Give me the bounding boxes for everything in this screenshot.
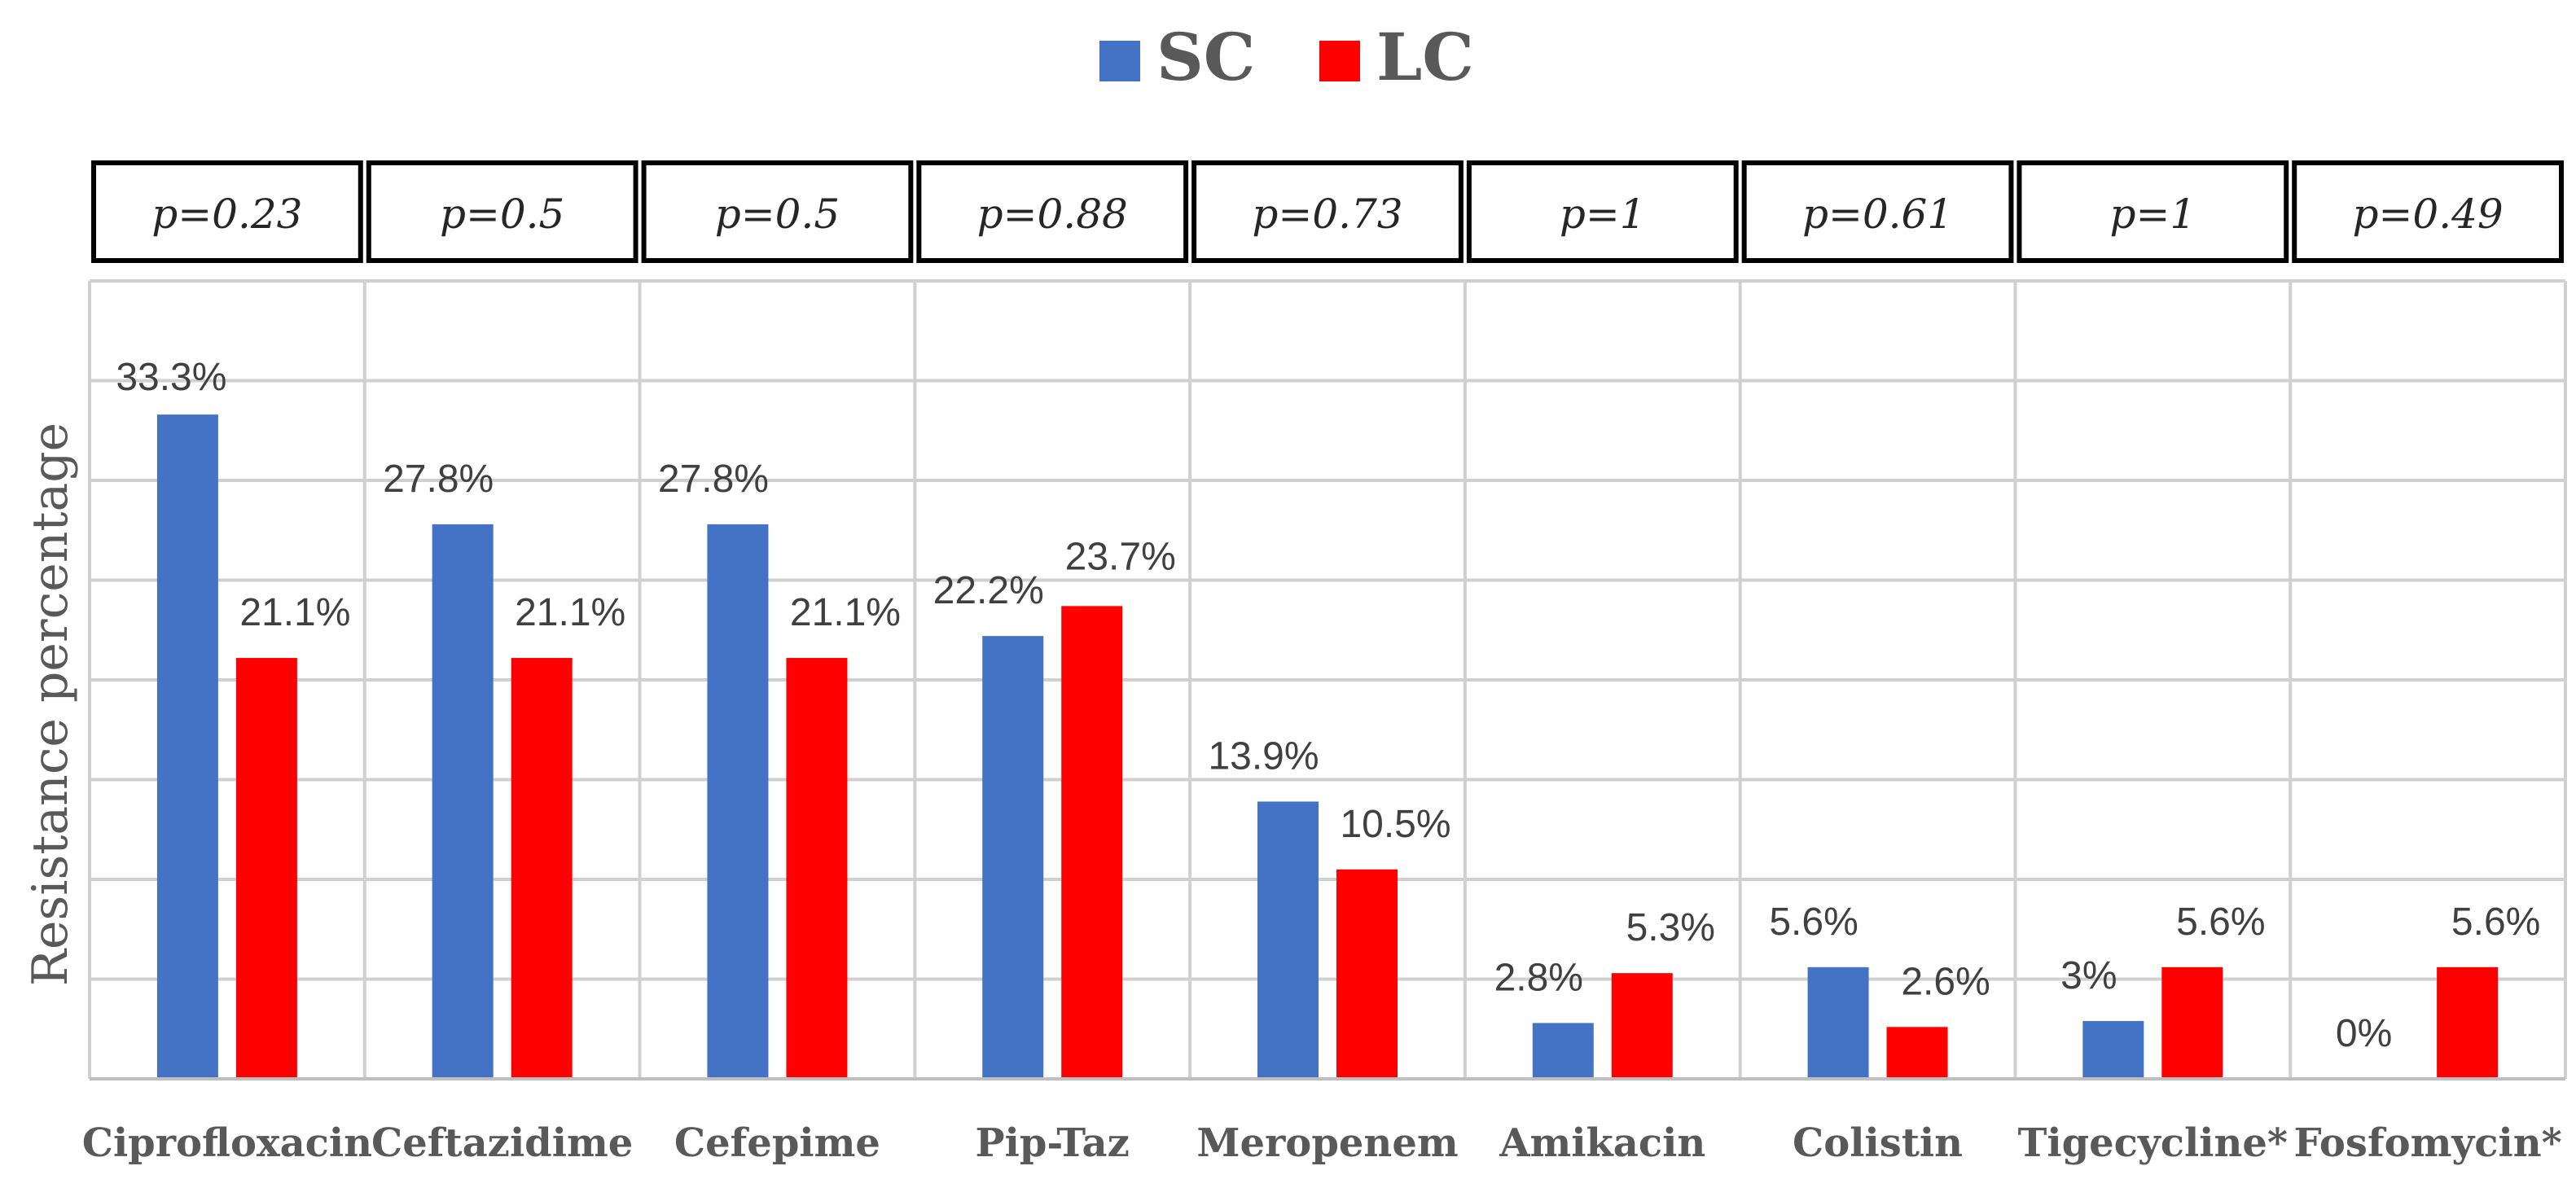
bar-lc	[1061, 606, 1123, 1079]
bar-sc	[432, 524, 494, 1079]
data-label-lc: 10.5%	[1340, 803, 1450, 846]
data-label-lc: 21.1%	[515, 591, 625, 634]
data-label-lc: 5.6%	[2451, 901, 2540, 944]
bar-lc	[786, 658, 848, 1079]
x-tick-label: Colistin	[1793, 1120, 1963, 1166]
x-tick-label: Pip-Taz	[976, 1120, 1130, 1166]
bar-lc	[1886, 1027, 1948, 1079]
p-value-box	[91, 160, 363, 263]
p-value-label: p=0.49	[2352, 191, 2503, 238]
data-label-sc: 33.3%	[116, 356, 226, 399]
legend-label-sc: SC	[1156, 19, 1255, 95]
x-tick-label: Fosfomycin*	[2293, 1120, 2561, 1166]
data-label-sc: 0%	[2336, 1012, 2392, 1055]
p-value-label: p=1	[1560, 191, 1646, 238]
data-label-lc: 21.1%	[790, 591, 901, 634]
data-label-sc: 13.9%	[1208, 734, 1319, 778]
data-label-lc: 21.1%	[239, 591, 350, 634]
bar-sc	[707, 524, 769, 1079]
data-label-sc: 2.8%	[1494, 956, 1583, 999]
data-label-sc: 27.8%	[383, 458, 494, 501]
legend-swatch-lc	[1319, 41, 1360, 81]
bar-lc	[511, 658, 573, 1079]
p-value-box	[641, 160, 914, 263]
p-value-box	[366, 160, 639, 263]
bar-lc	[2437, 966, 2499, 1079]
data-label-lc: 5.6%	[2176, 901, 2265, 944]
bar-sc	[1257, 801, 1319, 1079]
p-value-box	[916, 160, 1189, 263]
p-value-label: p=0.5	[440, 191, 564, 238]
bar-sc	[1807, 966, 1869, 1079]
p-value-box	[1191, 160, 1464, 263]
data-label-lc: 23.7%	[1065, 535, 1176, 578]
bar-lc	[1611, 973, 1673, 1079]
data-label-lc: 5.3%	[1626, 906, 1715, 949]
p-value-label: p=0.88	[977, 191, 1128, 238]
p-value-label: p=1	[2109, 191, 2196, 238]
data-label-sc: 5.6%	[1769, 901, 1858, 944]
data-label-sc: 22.2%	[933, 569, 1044, 612]
p-value-box	[1741, 160, 2014, 263]
y-axis-title: Resistance percentage	[22, 423, 79, 986]
bar-lc	[235, 658, 297, 1079]
bar-sc	[156, 414, 218, 1079]
x-tick-label: Ceftazidime	[371, 1120, 633, 1166]
p-value-box	[1466, 160, 1739, 263]
x-tick-label: Cefepime	[674, 1120, 880, 1166]
p-value-box	[2016, 160, 2289, 263]
data-label-sc: 27.8%	[658, 458, 769, 501]
p-value-label: p=0.5	[715, 191, 840, 238]
data-label-lc: 2.6%	[1901, 960, 1990, 1003]
x-tick-label: Ciprofloxacin	[82, 1120, 372, 1166]
bar-sc	[2082, 1020, 2144, 1079]
legend-label-lc: LC	[1376, 19, 1474, 95]
p-value-box	[2292, 160, 2564, 263]
p-value-label: p=0.73	[1252, 191, 1402, 238]
x-tick-label: Tigecycline*	[2018, 1120, 2288, 1166]
data-label-sc: 3%	[2060, 954, 2117, 997]
p-value-label: p=0.61	[1802, 191, 1953, 238]
bar-sc	[1532, 1023, 1594, 1079]
bar-sc	[982, 636, 1044, 1079]
p-value-label: p=0.23	[151, 191, 302, 238]
legend-swatch-sc	[1099, 41, 1140, 81]
x-tick-label: Amikacin	[1499, 1120, 1705, 1166]
x-tick-label: Meropenem	[1196, 1120, 1458, 1166]
bar-lc	[1336, 869, 1398, 1079]
bar-lc	[2161, 966, 2223, 1079]
